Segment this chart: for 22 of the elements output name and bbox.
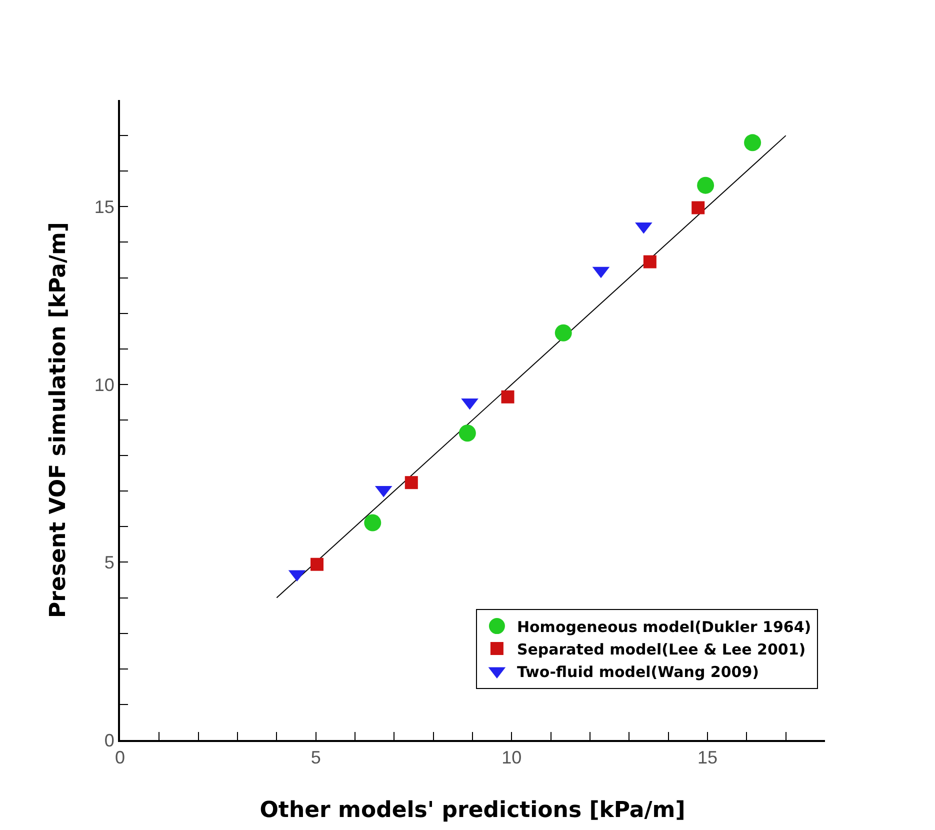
legend-label: Two-fluid model(Wang 2009) (516, 662, 760, 681)
point (697, 176, 714, 194)
point (744, 134, 762, 152)
x-tick-label: 5 (310, 748, 321, 768)
y-tick-label: 5 (104, 552, 114, 573)
legend-label: Homogeneous model(Dukler 1964) (516, 618, 812, 636)
legend-label: Separated model(Lee & Lee 2001) (516, 640, 806, 658)
point (643, 255, 656, 268)
point (364, 514, 382, 532)
y-axis-title: Present VOF simulation [kPa/m] (46, 222, 71, 618)
point (310, 558, 324, 571)
x-tick-label: 10 (502, 748, 522, 768)
y-tick-label: 15 (94, 196, 114, 217)
point (501, 390, 514, 404)
x-axis-title: Other models' predictions [kPa/m] (260, 798, 686, 823)
x-tick-label: 15 (697, 748, 718, 768)
point (458, 424, 476, 442)
y-tick-label: 10 (94, 374, 114, 395)
point (692, 201, 705, 214)
y-tick-label: 0 (104, 730, 114, 750)
point (554, 324, 572, 342)
point (404, 476, 418, 490)
